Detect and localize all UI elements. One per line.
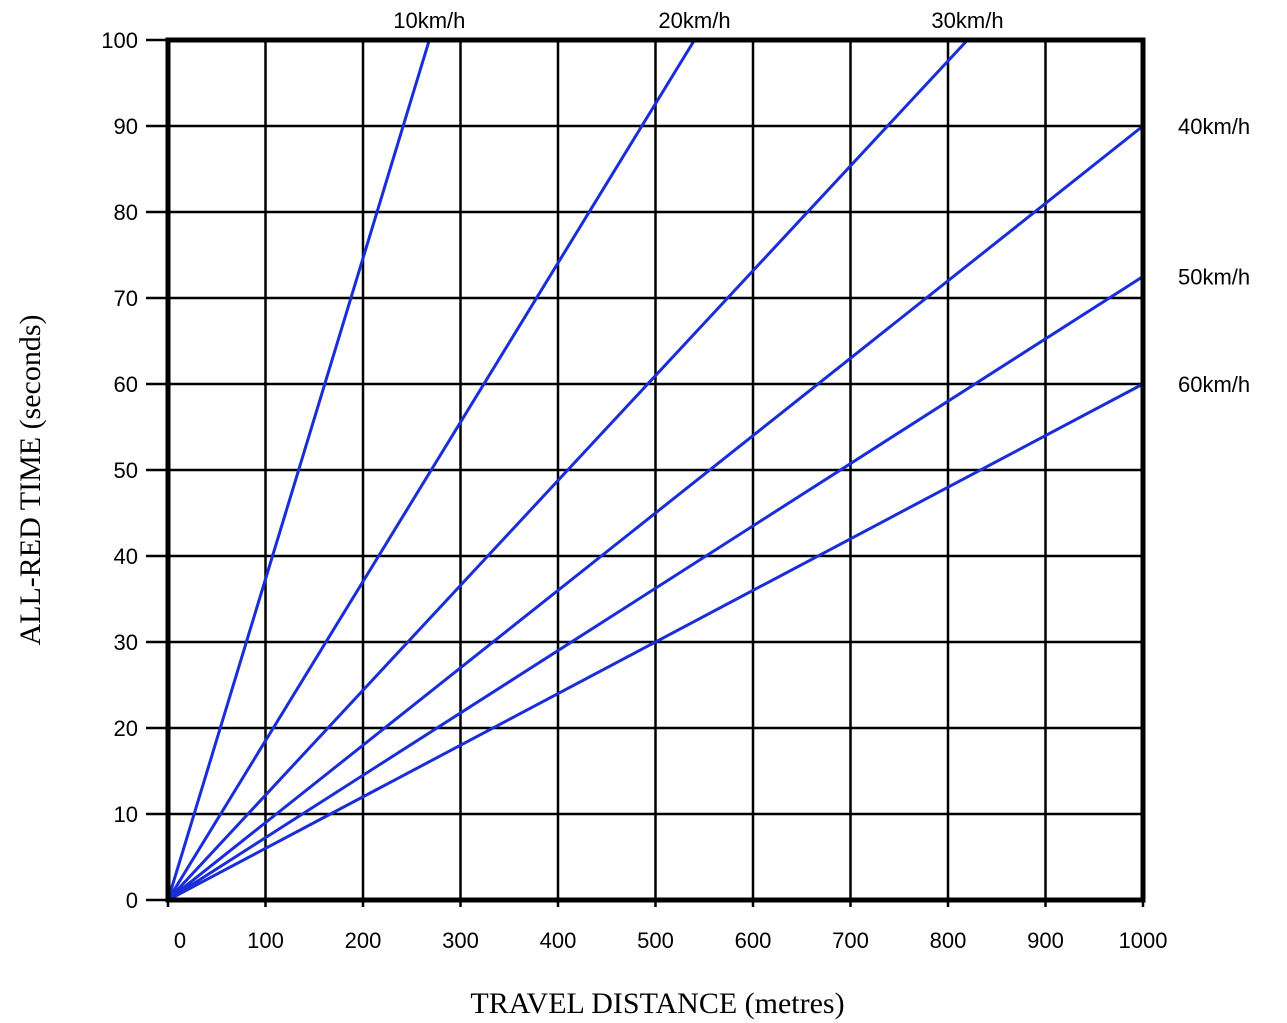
x-tick-label: 200: [345, 928, 382, 953]
series-label: 60km/h: [1178, 372, 1250, 397]
x-tick-label: 1000: [1119, 928, 1168, 953]
y-tick-label: 20: [114, 716, 138, 741]
x-tick-label: 0: [174, 928, 186, 953]
x-tick-labels: 0 100 200 300 400 500 600 700 800 900 1000: [174, 928, 1168, 953]
y-tick-label: 90: [114, 114, 138, 139]
x-tick-label: 600: [735, 928, 772, 953]
x-tick-label: 800: [930, 928, 967, 953]
y-axis-title: ALL-RED TIME (seconds): [14, 314, 47, 645]
y-tick-label: 100: [101, 28, 138, 53]
y-tick-label: 80: [114, 200, 138, 225]
series-line-50km-h: [167, 275, 1144, 902]
y-tick-label: 50: [114, 458, 138, 483]
y-tick-label: 70: [114, 286, 138, 311]
x-tick-label: 700: [832, 928, 869, 953]
y-tick-label: 60: [114, 372, 138, 397]
y-tick-label: 0: [126, 888, 138, 913]
series-labels: 10km/h 20km/h 30km/h 40km/h 50km/h 60km/h: [393, 8, 1250, 397]
y-tick-label: 10: [114, 802, 138, 827]
series-line-60km-h: [167, 382, 1144, 902]
series-line-40km-h: [167, 124, 1144, 902]
plot-frame: [165, 37, 1146, 903]
y-tick-label: 30: [114, 630, 138, 655]
series-label: 40km/h: [1178, 114, 1250, 139]
series-label: 20km/h: [658, 8, 730, 33]
x-axis-title: TRAVEL DISTANCE (metres): [470, 987, 844, 1020]
series-label: 50km/h: [1178, 265, 1250, 290]
series-line-20km-h: [166, 39, 696, 901]
grid-lines: [146, 38, 1145, 907]
series-line-10km-h: [166, 39, 431, 901]
x-tick-label: 300: [442, 928, 479, 953]
series-label: 30km/h: [931, 8, 1003, 33]
x-tick-label: 100: [247, 928, 284, 953]
series-lines: [166, 38, 1144, 902]
series-label: 10km/h: [393, 8, 465, 33]
y-tick-label: 40: [114, 544, 138, 569]
series-line-30km-h: [166, 38, 969, 902]
y-tick-labels: 0 10 20 30 40 50 60 70 80 90 100: [101, 28, 138, 913]
x-tick-label: 400: [540, 928, 577, 953]
x-tick-label: 900: [1027, 928, 1064, 953]
x-tick-label: 500: [637, 928, 674, 953]
